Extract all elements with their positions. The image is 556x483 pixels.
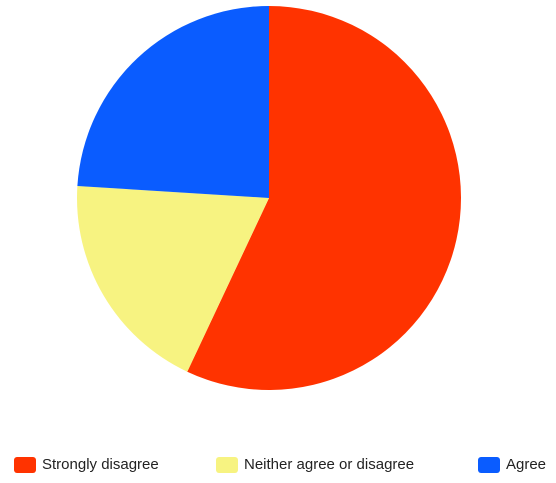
pie-slice-strongly-disagree (187, 6, 462, 390)
legend-label-strongly-disagree: Strongly disagree (42, 456, 159, 473)
legend-swatch-neither (216, 456, 238, 473)
legend-label-neither: Neither agree or disagree (244, 456, 415, 473)
pie-chart (77, 6, 462, 390)
legend-swatch-strongly-disagree (14, 456, 36, 473)
pie-slice-neither-agree-or-disagree (77, 185, 269, 372)
legend-item-strongly-disagree: Strongly disagree (14, 456, 159, 473)
legend-label-agree: Agree (506, 456, 547, 473)
legend-item-agree: Agree (478, 456, 546, 473)
pie-slice-agree (77, 6, 269, 198)
legend-swatch-agree (478, 456, 500, 473)
legend: Strongly disagree Neither agree or disag… (0, 456, 556, 480)
legend-item-neither: Neither agree or disagree (216, 456, 414, 473)
